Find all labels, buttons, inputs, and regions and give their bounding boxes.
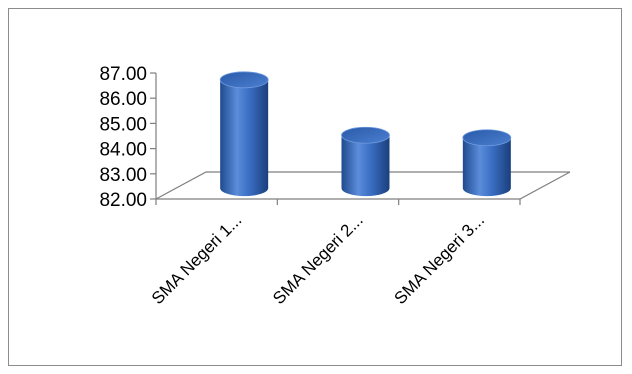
chart-frame bbox=[8, 8, 622, 366]
bar-3 bbox=[462, 129, 512, 197]
y-tick-label-5: 87.00 bbox=[99, 64, 147, 85]
bar-body-2 bbox=[341, 135, 390, 197]
bar-body-3 bbox=[462, 137, 511, 197]
y-tick-label-2: 84.00 bbox=[99, 140, 147, 161]
bars bbox=[219, 71, 512, 197]
labels: 82.00 83.00 84.00 85.00 86.00 87.00 SMA Negeri… bbox=[99, 64, 488, 308]
bar-2 bbox=[341, 126, 390, 197]
y-tick-label-4: 86.00 bbox=[99, 89, 147, 110]
y-tick-label-0: 82.00 bbox=[99, 190, 147, 211]
bar-top-3 bbox=[462, 129, 512, 147]
bar-1 bbox=[219, 71, 269, 197]
y-tick-label-1: 83.00 bbox=[99, 165, 147, 186]
axes bbox=[150, 72, 571, 205]
x-category-label-2: SMA Negeri 2... bbox=[269, 210, 367, 308]
bar-body-1 bbox=[220, 79, 269, 197]
y-tick-label-3: 85.00 bbox=[99, 114, 147, 135]
bar-top-2 bbox=[341, 126, 390, 144]
x-category-label-3: SMA Negeri 3... bbox=[391, 210, 489, 308]
bar-top-1 bbox=[219, 71, 269, 89]
x-category-label-1: SMA Negeri 1... bbox=[148, 210, 246, 308]
